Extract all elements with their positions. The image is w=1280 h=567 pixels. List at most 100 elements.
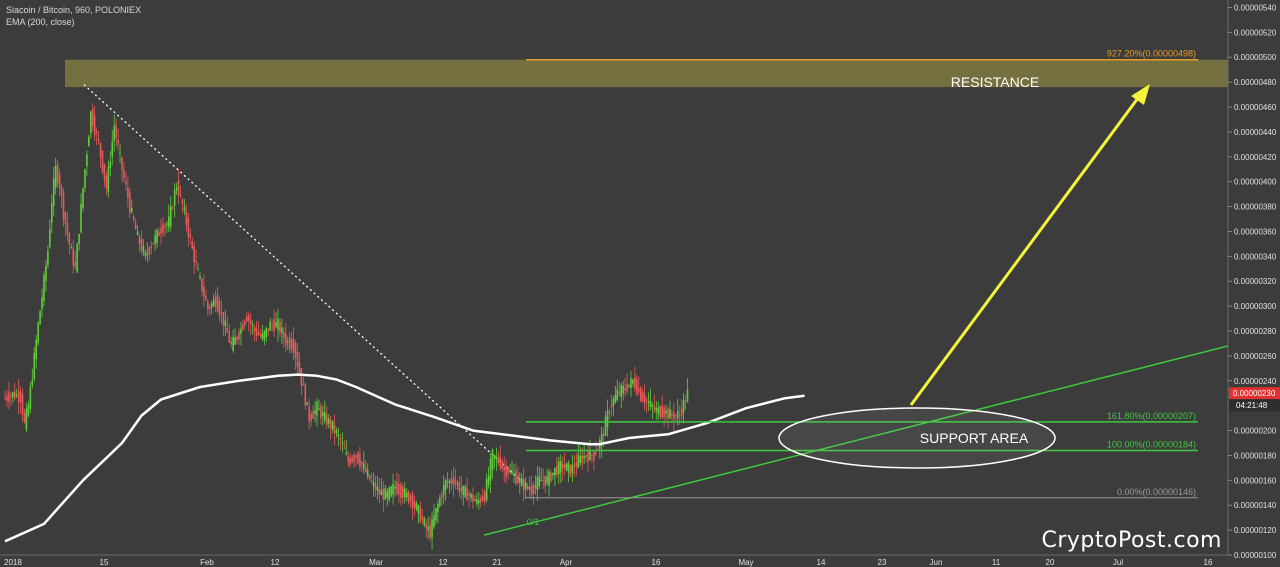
y-axis[interactable]: 0.00000540 0.00000520 0.00000500 0.00000480… <box>1227 0 1280 567</box>
candle-body <box>249 319 252 325</box>
y-tick-label: 0.00000460 <box>1234 103 1277 112</box>
candle-body <box>450 479 453 484</box>
candle-body <box>524 482 527 489</box>
candle-body <box>446 482 449 484</box>
candle-body <box>355 455 357 458</box>
candle-body <box>267 328 270 331</box>
candle-body <box>76 244 78 273</box>
indicator-label: EMA (200, close) <box>6 17 75 27</box>
candle-body <box>146 253 149 256</box>
candle-body <box>456 483 459 485</box>
y-tick-label: 0.00000520 <box>1234 28 1277 37</box>
candle-body <box>107 166 110 193</box>
candle-body <box>554 467 556 476</box>
candle-body <box>552 472 554 476</box>
ema-layer <box>4 373 805 543</box>
candle-body <box>464 486 466 497</box>
x-tick-label: Jul <box>1113 558 1123 567</box>
candle-body <box>341 442 344 444</box>
candle-body <box>581 455 583 463</box>
candle-body <box>329 419 332 429</box>
candle-body <box>201 278 203 292</box>
candle-body <box>483 491 486 502</box>
candle-body <box>643 394 646 404</box>
candle-body <box>532 484 535 495</box>
candle-body <box>304 384 307 406</box>
candle-body <box>90 111 92 134</box>
candle-body <box>195 260 197 263</box>
x-tick-label: 2018 <box>4 558 22 567</box>
candle-body <box>179 194 182 196</box>
candle-body <box>347 456 349 463</box>
last-price-tag <box>1229 387 1280 400</box>
candle-body <box>216 294 219 312</box>
candle-body <box>84 169 86 188</box>
candle-body <box>565 463 568 471</box>
candle-body <box>608 411 611 413</box>
candle-body <box>208 306 211 310</box>
candle-body <box>665 410 667 414</box>
candle-body <box>242 324 244 331</box>
candle-body <box>111 141 114 157</box>
x-axis[interactable]: 2018 15 Feb 12 Mar 12 21 Apr 16 May 14 23 Jun 11 20 Jul… <box>0 554 1228 567</box>
candle-body <box>536 476 539 491</box>
x-axis-background <box>0 555 1228 567</box>
candle-body <box>657 407 660 414</box>
candle-body <box>680 408 683 416</box>
y-tick-label: 0.00000500 <box>1234 53 1277 62</box>
candle-body <box>181 199 184 205</box>
candle-body <box>589 449 591 460</box>
candle-body <box>634 377 636 389</box>
candle-body <box>405 492 408 498</box>
candle-body <box>563 464 566 468</box>
fib-level-label: 0.00%(0.00000146) <box>1117 487 1196 497</box>
candle-body <box>511 472 513 474</box>
candle-body <box>509 470 511 473</box>
candle-body <box>573 466 576 468</box>
candle-body <box>400 484 402 498</box>
candle-body <box>647 401 650 403</box>
candle-body <box>616 389 619 401</box>
candle-body <box>600 433 603 446</box>
candle-body <box>273 319 275 332</box>
y-tick-label: 0.00000180 <box>1234 451 1277 460</box>
candle-body <box>91 108 94 127</box>
candle-body <box>127 187 129 198</box>
candle-body <box>86 154 88 167</box>
candle-body <box>271 324 273 326</box>
projection-arrow-shaft <box>909 97 1140 406</box>
candle-body <box>300 367 303 386</box>
candle-body <box>230 341 232 345</box>
candles-layer <box>4 102 689 550</box>
candle-body <box>224 320 227 327</box>
candle-body <box>261 333 264 339</box>
candle-body <box>173 190 176 206</box>
candle-body <box>339 437 342 440</box>
candle-body <box>458 481 461 493</box>
candle-body <box>255 328 258 336</box>
candle-body <box>661 406 663 418</box>
candle-body <box>312 411 314 419</box>
candle-body <box>409 496 412 501</box>
x-tick-label: 23 <box>878 558 887 567</box>
support-area-label: SUPPORT AREA <box>920 430 1029 446</box>
y-tick-label: 0.00000160 <box>1234 476 1277 485</box>
fib-level-label: 161.80%(0.00000207) <box>1107 411 1196 421</box>
candle-body <box>103 163 106 180</box>
candle-body <box>310 413 312 421</box>
x-tick-label: 15 <box>100 558 109 567</box>
downtrend-line <box>83 84 537 495</box>
candle-body <box>95 131 98 134</box>
candle-body <box>380 490 383 496</box>
candle-body <box>294 343 297 359</box>
candle-body <box>593 451 595 461</box>
candle-body <box>462 485 465 496</box>
candle-body <box>585 455 587 458</box>
candle-body <box>150 246 153 249</box>
candle-body <box>493 454 496 458</box>
candle-body <box>232 336 234 351</box>
candle-body <box>327 418 330 424</box>
candle-body <box>569 464 572 476</box>
candle-body <box>35 339 37 360</box>
